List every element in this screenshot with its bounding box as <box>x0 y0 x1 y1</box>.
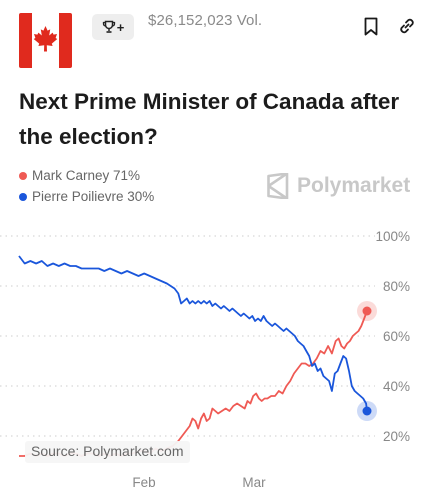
y-tick-label: 80% <box>383 279 410 294</box>
bookmark-icon[interactable] <box>364 17 378 36</box>
x-tick-label: Mar <box>242 475 266 490</box>
legend-label-carney: Mark Carney 71% <box>32 168 141 183</box>
source-label: Source: Polymarket.com <box>25 441 190 463</box>
link-icon[interactable] <box>397 16 417 36</box>
market-title: Next Prime Minister of Canada after the … <box>19 89 400 149</box>
polymarket-logo-icon <box>267 173 289 199</box>
volume-label: $26,152,023 Vol. <box>148 12 263 29</box>
x-tick-label: Feb <box>132 475 155 490</box>
trophy-plus-label: + <box>116 19 125 35</box>
y-tick-label: 60% <box>383 329 410 344</box>
legend-item-carney: Mark Carney 71% <box>19 165 154 186</box>
trophy-button[interactable]: + <box>92 14 134 40</box>
legend-dot-poilievre <box>19 192 27 201</box>
y-tick-label: 40% <box>383 379 410 394</box>
y-tick-label: 20% <box>383 429 410 444</box>
legend-label-poilievre: Pierre Poilievre 30% <box>32 189 155 204</box>
series-line-1 <box>18 255 368 412</box>
legend-item-poilievre: Pierre Poilievre 30% <box>19 186 154 207</box>
header: + $26,152,023 Vol. <box>0 0 439 72</box>
canada-flag-icon <box>19 13 72 68</box>
series-end-point-0 <box>362 306 372 316</box>
y-tick-label: 100% <box>375 229 410 244</box>
trophy-icon <box>102 20 115 33</box>
legend: Mark Carney 71% Pierre Poilievre 30% <box>19 165 154 207</box>
watermark-label: Polymarket <box>297 174 411 197</box>
series-line-0 <box>19 310 368 457</box>
price-chart: 100% 80% 60% 40% 20% Feb Mar <box>0 229 410 490</box>
polymarket-watermark: Polymarket <box>266 173 410 199</box>
series-end-point-1 <box>362 406 372 416</box>
legend-dot-carney <box>19 171 27 180</box>
